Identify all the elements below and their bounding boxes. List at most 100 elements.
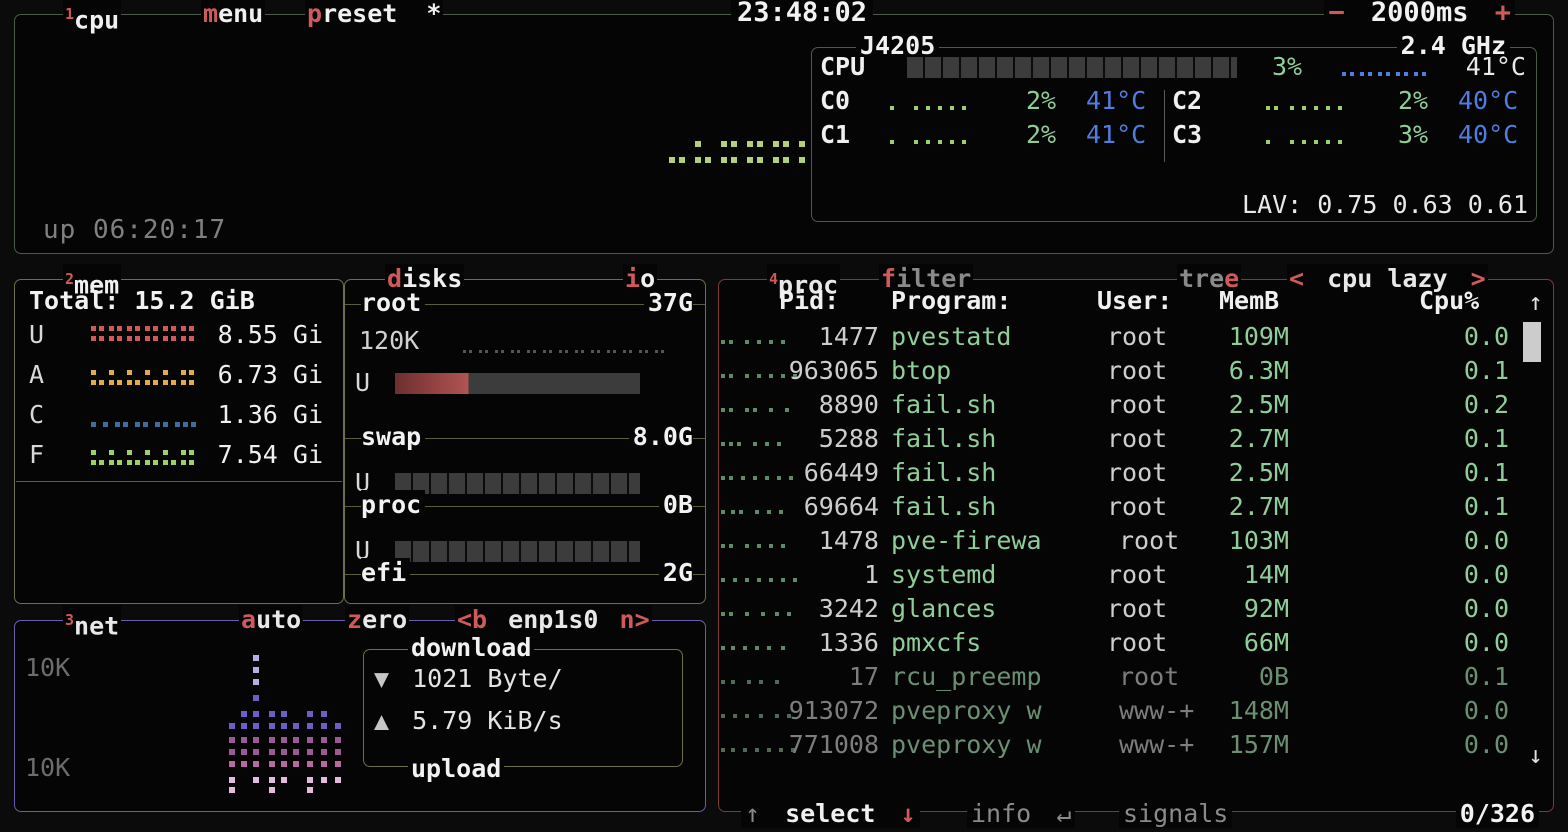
row-cpu-graph bbox=[721, 680, 779, 684]
preset-button[interactable]: preset * bbox=[305, 0, 444, 29]
core-temp-c0: 41°C bbox=[1086, 86, 1147, 115]
row-cpu: 0.0 bbox=[1463, 560, 1509, 589]
net-zero-hotkey: z bbox=[347, 605, 363, 634]
table-row[interactable]: 66449 fail.sh root 2.5M 0.1 bbox=[719, 458, 1553, 492]
core-label-c2: C2 bbox=[1172, 86, 1203, 115]
net-box[interactable]: 3net auto zero <b enp1s0 n> 10K 10K bbox=[14, 605, 706, 812]
load-average: LAV: 0.75 0.63 0.61 bbox=[1242, 190, 1528, 219]
table-row[interactable]: 1477 pvestatd root 109M 0.0 bbox=[719, 322, 1553, 356]
filter-label: ilter bbox=[896, 264, 972, 293]
table-row[interactable]: 3242 glances root 92M 0.0 bbox=[719, 594, 1553, 628]
core-graph-c3 bbox=[1266, 140, 1342, 144]
cpu-model: J4205 bbox=[856, 31, 940, 60]
proc-scrollbar-thumb[interactable] bbox=[1523, 322, 1541, 362]
column-header-program[interactable]: Program: bbox=[891, 286, 1012, 315]
net-box-title[interactable]: 3net bbox=[63, 605, 122, 642]
table-row[interactable]: 69664 fail.sh root 2.7M 0.1 bbox=[719, 492, 1553, 526]
row-mem: 6.3M bbox=[1228, 356, 1289, 385]
sort-prev-button[interactable]: < bbox=[1289, 264, 1305, 293]
net-zero-label: ero bbox=[362, 605, 408, 634]
update-interval[interactable]: − 2000ms + bbox=[1324, 0, 1515, 28]
proc-footer[interactable]: ↑ select ↓ info ↵ signals 0/326 bbox=[719, 799, 1553, 829]
cpu-box[interactable]: 1cpu menu preset * 23:48:02 − 2000ms + bbox=[14, 0, 1554, 254]
sort-next-button[interactable]: > bbox=[1470, 264, 1486, 293]
table-row[interactable]: 771008 pveproxy w www-+ 157M 0.0 bbox=[719, 730, 1553, 764]
proc-box[interactable]: 4proc filter tree < cpu lazy > Pid: Prog… bbox=[718, 264, 1554, 828]
table-row[interactable]: 1336 pmxcfs root 66M 0.0 bbox=[719, 628, 1553, 662]
core-temp-c1: 41°C bbox=[1086, 120, 1147, 149]
row-program: pve-firewa bbox=[891, 526, 1042, 555]
decrease-interval-button[interactable]: − bbox=[1328, 0, 1345, 28]
proc-filter-button[interactable]: filter bbox=[879, 264, 974, 294]
row-cpu-graph bbox=[721, 374, 797, 378]
mem-key-used: U bbox=[29, 320, 45, 349]
table-row[interactable]: 5288 fail.sh root 2.7M 0.1 bbox=[719, 424, 1553, 458]
cpu-total-label: CPU bbox=[820, 52, 866, 81]
mem-box[interactable]: 2mem Total: 15.2 GiB U bbox=[14, 264, 344, 604]
mem-box-number: 2 bbox=[65, 270, 75, 288]
mem-divider bbox=[16, 481, 342, 482]
net-prev-iface-button[interactable]: <b bbox=[457, 605, 488, 634]
row-user: root bbox=[1107, 560, 1168, 589]
proc-tree-toggle[interactable]: tree bbox=[1177, 264, 1242, 294]
row-cpu-graph bbox=[721, 646, 785, 650]
net-history-graph bbox=[229, 655, 341, 793]
net-interface-selector[interactable]: <b enp1s0 n> bbox=[455, 605, 652, 635]
mem-value-used: 8.55 Gi bbox=[217, 320, 323, 349]
proc-sort-selector[interactable]: < cpu lazy > bbox=[1287, 264, 1488, 294]
clock: 23:48:02 bbox=[731, 0, 874, 28]
select-label: select bbox=[785, 799, 876, 828]
mem-row-used: U 8.55 Gi bbox=[29, 320, 329, 354]
core-row-c0: C0 2% 41°C bbox=[820, 84, 1170, 118]
info-label: info bbox=[971, 799, 1032, 828]
row-cpu: 0.0 bbox=[1463, 594, 1509, 623]
column-header-user[interactable]: User: bbox=[1097, 286, 1173, 315]
upload-arrow-icon: ▲ bbox=[374, 706, 390, 735]
column-header-pid[interactable]: Pid: bbox=[779, 286, 840, 315]
row-cpu-graph bbox=[721, 578, 797, 582]
proc-box-title[interactable]: 4proc bbox=[767, 264, 841, 301]
info-control[interactable]: info ↵ bbox=[967, 799, 1076, 828]
cpu-frequency: 2.4 GHz bbox=[1396, 31, 1510, 60]
scroll-up-arrow-icon[interactable]: ↑ bbox=[1528, 288, 1543, 316]
net-next-iface-button[interactable]: n> bbox=[619, 605, 650, 634]
mem-box-label: mem bbox=[74, 270, 120, 300]
table-row[interactable]: 8890 fail.sh root 2.5M 0.2 bbox=[719, 390, 1553, 424]
cpu-box-title[interactable]: 1cpu bbox=[63, 0, 122, 36]
disks-box[interactable]: disks io root 37G 120K bbox=[344, 264, 880, 604]
scroll-down-arrow-icon[interactable]: ↓ bbox=[1528, 741, 1543, 769]
core-graph-c2 bbox=[1266, 106, 1342, 110]
net-zero-button[interactable]: zero bbox=[345, 605, 410, 635]
row-program: pvestatd bbox=[891, 322, 1012, 351]
select-control[interactable]: ↑ select ↓ bbox=[741, 799, 920, 828]
row-pid: 1478 bbox=[818, 526, 879, 555]
row-cpu-graph bbox=[721, 510, 783, 514]
mem-box-title[interactable]: 2mem bbox=[63, 264, 122, 301]
net-iface-name: enp1s0 bbox=[508, 605, 599, 634]
row-program: fail.sh bbox=[891, 458, 997, 487]
core-percent-c0: 2% bbox=[1026, 86, 1057, 115]
net-download-value: 1021 Byte/ bbox=[412, 664, 563, 693]
net-auto-hotkey: a bbox=[241, 605, 257, 634]
row-program: fail.sh bbox=[891, 424, 997, 453]
table-row[interactable]: 913072 pveproxy w www-+ 148M 0.0 bbox=[719, 696, 1553, 730]
menu-button[interactable]: menu bbox=[201, 0, 266, 29]
row-cpu-graph bbox=[721, 544, 785, 548]
table-row[interactable]: 1 systemd root 14M 0.0 bbox=[719, 560, 1553, 594]
row-program: pveproxy w bbox=[891, 696, 1042, 725]
proc-column-headers[interactable]: Pid: Program: User: MemB Cpu% bbox=[719, 286, 1553, 318]
table-row[interactable]: 17 rcu_preemp root 0B 0.1 bbox=[719, 662, 1553, 696]
io-label: o bbox=[640, 264, 656, 293]
signals-control[interactable]: signals bbox=[1119, 799, 1233, 828]
disks-hotkey: d bbox=[387, 264, 403, 293]
table-row[interactable]: 1478 pve-firewa root 103M 0.0 bbox=[719, 526, 1553, 560]
row-pid: 5288 bbox=[818, 424, 879, 453]
column-header-cpu[interactable]: Cpu% bbox=[1419, 286, 1480, 315]
column-header-mem[interactable]: MemB bbox=[1219, 286, 1280, 315]
increase-interval-button[interactable]: + bbox=[1494, 0, 1511, 28]
table-row[interactable]: 963065 btop root 6.3M 0.1 bbox=[719, 356, 1553, 390]
disk-rule-proc bbox=[345, 506, 705, 507]
net-auto-button[interactable]: auto bbox=[239, 605, 304, 635]
row-mem: 14M bbox=[1243, 560, 1289, 589]
